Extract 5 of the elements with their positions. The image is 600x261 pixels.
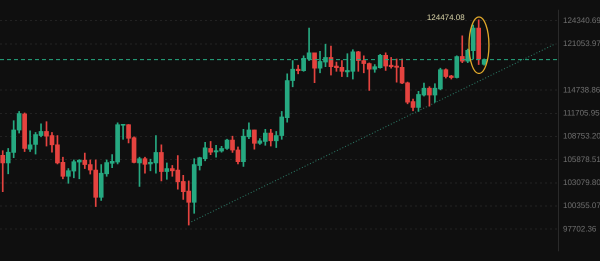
annotation: 124474.08	[426, 12, 466, 22]
y-tick-label: 97702.36	[563, 224, 597, 234]
y-tick-label: 111705.95	[563, 108, 600, 118]
y-tick-label: 114738.86	[563, 85, 600, 94]
candlestick	[137, 156, 142, 187]
